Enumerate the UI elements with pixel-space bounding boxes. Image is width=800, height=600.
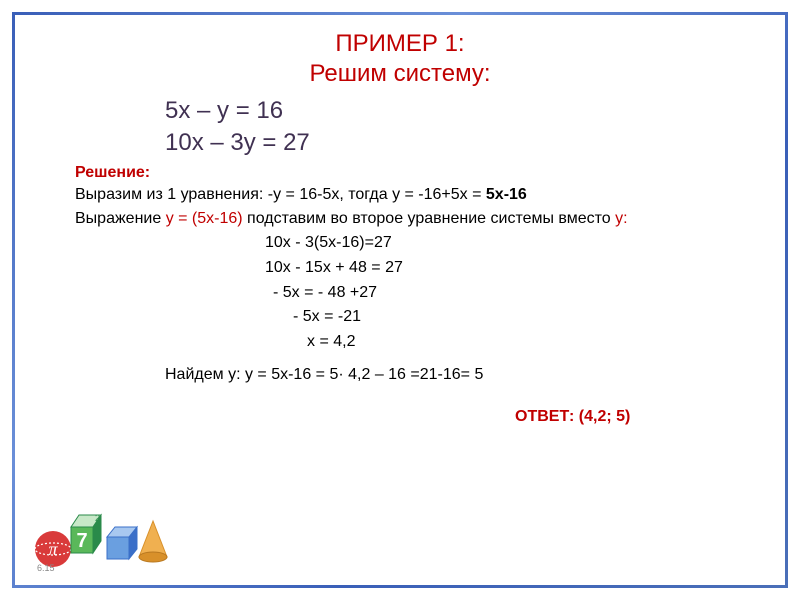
subst-y-expr: у = (5х-16): [166, 210, 243, 227]
subst-y: у:: [615, 210, 627, 227]
calc-step-2: 10х - 15х + 48 = 27: [265, 257, 755, 279]
derive-text: Выразим из 1 уравнения: -у = 16-5х, тогд…: [75, 186, 486, 203]
derive-result: 5х-16: [486, 186, 527, 203]
slide-content: ПРИМЕР 1: Решим систему: 5х – у = 16 10х…: [15, 15, 785, 585]
subst-a: Выражение: [75, 210, 166, 227]
slide-frame: ПРИМЕР 1: Решим систему: 5х – у = 16 10х…: [12, 12, 788, 588]
answer: ОТВЕТ: (4,2; 5): [515, 408, 755, 426]
calc-step-5: х = 4,2: [307, 331, 755, 353]
substitute-line: Выражение у = (5х-16) подставим во второ…: [75, 209, 755, 230]
calc-step-4: - 5х = -21: [293, 306, 755, 328]
svg-text:2: 2: [95, 513, 100, 523]
system-equations: 5х – у = 16 10х – 3у = 27: [165, 95, 755, 160]
derive-line-1: Выразим из 1 уравнения: -у = 16-5х, тогд…: [75, 185, 755, 206]
title-example: ПРИМЕР 1:: [45, 29, 755, 59]
decorative-icons: π 6.15 7 2: [31, 495, 171, 575]
calc-step-1: 10х - 3(5х-16)=27: [265, 232, 755, 254]
equation-2: 10х – 3у = 27: [165, 127, 755, 159]
subst-b: подставим во второе уравнение системы вм…: [243, 210, 616, 227]
calc-step-3: - 5х = - 48 +27: [273, 282, 755, 304]
title-solve: Решим систему:: [45, 59, 755, 89]
svg-text:6.15: 6.15: [37, 563, 55, 573]
math-shapes-icon: π 6.15 7 2: [31, 495, 171, 575]
solution-label: Решение:: [75, 164, 755, 182]
find-y-line: Найдем у: у = 5х-16 = 5· 4,2 – 16 =21-16…: [165, 366, 755, 384]
equation-1: 5х – у = 16: [165, 95, 755, 127]
svg-text:π: π: [48, 539, 58, 559]
svg-text:7: 7: [76, 530, 87, 552]
